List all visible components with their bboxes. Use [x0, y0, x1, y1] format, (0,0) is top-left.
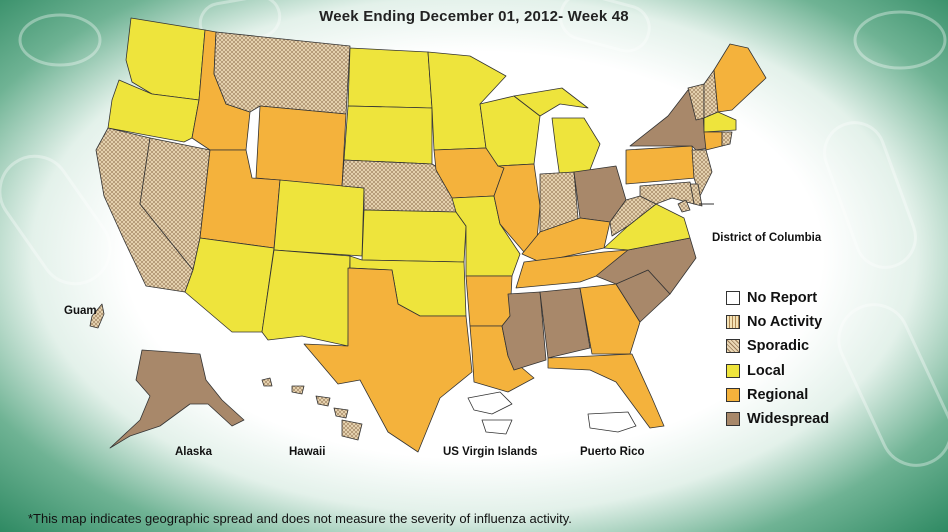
legend-item-sporadic: Sporadic — [726, 334, 829, 358]
legend-swatch-local — [726, 363, 740, 378]
state-montana — [213, 31, 351, 115]
state-alabama — [539, 287, 591, 359]
dc-label: District of Columbia — [712, 232, 822, 244]
legend-label: No Activity — [747, 314, 823, 331]
state-connecticut — [703, 131, 723, 151]
state-texas — [303, 267, 473, 453]
state-kansas — [361, 209, 467, 263]
state-maine — [713, 43, 767, 113]
legend-item-widespread: Widespread — [726, 407, 829, 431]
usvi-label: US Virgin Islands — [443, 446, 538, 458]
pr-label: Puerto Rico — [580, 446, 645, 458]
state-massachusetts — [703, 111, 737, 133]
alaska-label: Alaska — [175, 446, 213, 458]
state-guam — [89, 303, 105, 329]
state-new-mexico — [261, 249, 351, 347]
state-alaska — [109, 349, 245, 449]
legend-label: Widespread — [747, 411, 830, 428]
state-florida — [547, 353, 665, 429]
state-maryland — [639, 181, 695, 205]
guam-label: Guam — [64, 305, 97, 317]
legend-item-no-report: No Report — [726, 286, 829, 310]
legend-swatch-no-report — [726, 291, 740, 306]
state-pennsylvania — [625, 145, 697, 185]
legend-item-regional: Regional — [726, 383, 829, 407]
state-georgia — [579, 283, 641, 355]
state-colorado — [273, 179, 365, 257]
legend-label: Local — [747, 362, 785, 379]
legend-label: Sporadic — [747, 338, 810, 355]
state-south-dakota — [343, 105, 433, 165]
legend-swatch-widespread — [726, 412, 740, 427]
hawaii-label: Hawaii — [289, 446, 326, 458]
state-district-of-columbia — [677, 199, 691, 213]
state-us-virgin-islands — [467, 391, 513, 435]
legend-swatch-regional — [726, 387, 740, 402]
state-rhode-island — [721, 131, 733, 147]
legend-item-local: Local — [726, 359, 829, 383]
state-arizona — [184, 237, 275, 333]
footnote: *This map indicates geographic spread an… — [28, 511, 572, 526]
map-title: Week Ending December 01, 2012- Week 48 — [319, 8, 629, 25]
legend: No Report No Activity Sporadic Local Reg… — [726, 286, 829, 431]
state-north-dakota — [347, 47, 433, 109]
state-wyoming — [255, 105, 347, 187]
legend-swatch-sporadic — [726, 339, 740, 354]
state-mississippi — [501, 291, 547, 371]
legend-item-no-activity: No Activity — [726, 310, 829, 334]
state-arkansas — [465, 275, 513, 327]
legend-label: No Report — [747, 290, 818, 307]
legend-swatch-no-activity — [726, 315, 740, 330]
state-hawaii — [261, 377, 363, 441]
state-puerto-rico — [587, 411, 637, 433]
state-oregon — [107, 79, 200, 143]
legend-label: Regional — [747, 386, 809, 403]
